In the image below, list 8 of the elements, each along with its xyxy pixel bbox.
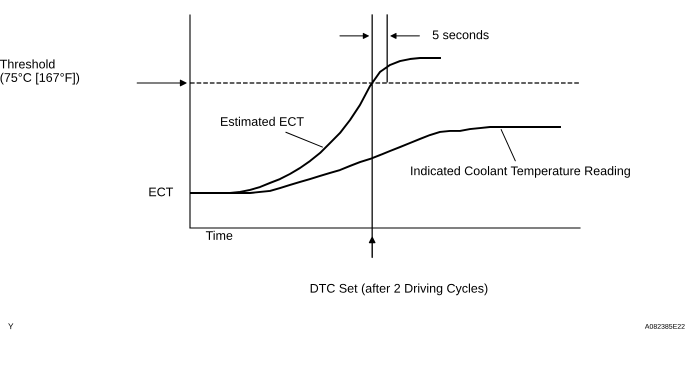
text: DTC Set (after 2 Driving Cycles) [310, 284, 488, 296]
annotation: Indicated Coolant Temperature Reading [411, 166, 630, 178]
text: Y [8, 323, 14, 330]
ref-line-label: Threshold (75°C [167°F]) [0, 59, 80, 84]
x-axis-title: Time [206, 230, 232, 240]
annotation: Estimated ECT [221, 116, 304, 126]
text: ECT [149, 187, 174, 196]
text: 5 seconds [432, 30, 489, 40]
